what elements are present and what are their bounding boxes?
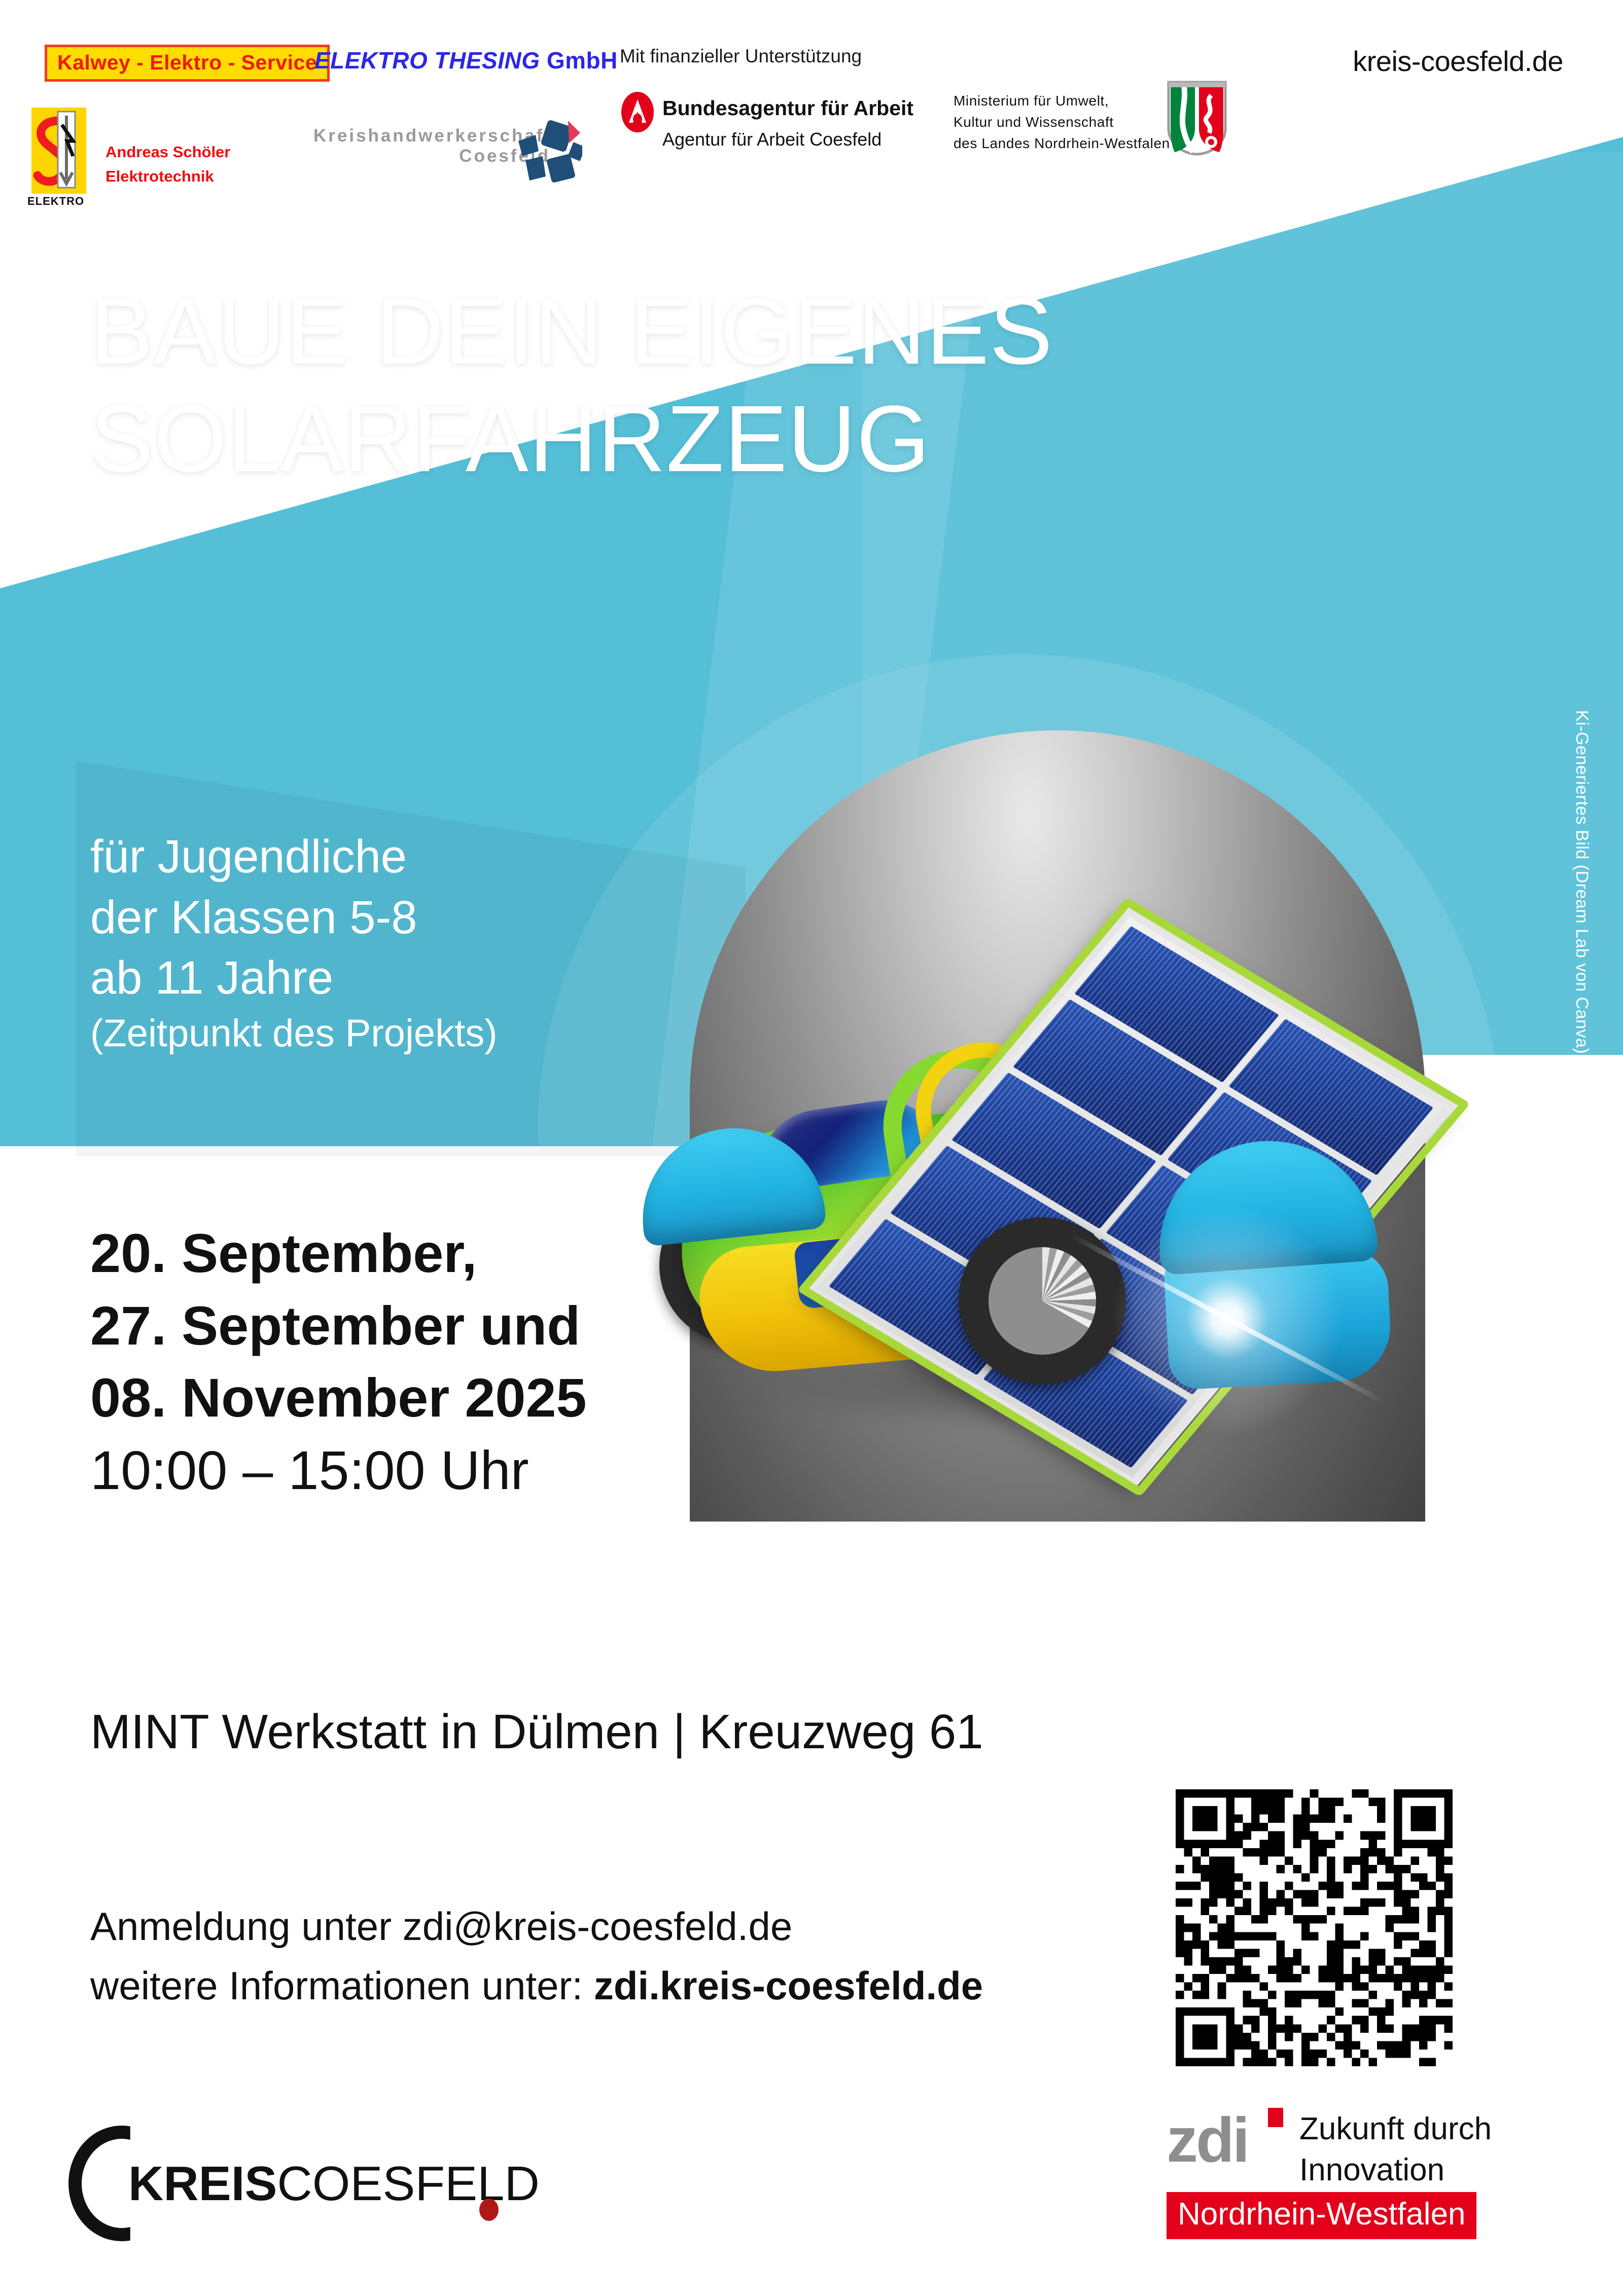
kreis-dot-icon (479, 2199, 499, 2221)
andreas-schoeler-icon (31, 108, 86, 194)
ministerium-line-2: Kultur und Wissenschaft (954, 114, 1114, 130)
kreis-word-bold: KREIS (128, 2157, 277, 2211)
financial-support-label: Mit finanzieller Unterstützung (620, 46, 862, 66)
kreis-coesfeld-url[interactable]: kreis-coesfeld.de (1353, 45, 1563, 77)
zdi-claim-line-1: Zukunft durch (1299, 2111, 1492, 2146)
audience-line-1: für Jugendliche (90, 831, 407, 882)
event-time: 10:00 – 15:00 Uhr (90, 1439, 529, 1501)
zdi-logo: zdi Zukunft durch Innovation Nordrhein-W… (1167, 2100, 1552, 2252)
event-venue: MINT Werkstatt in Dülmen | Kreuzweg 61 (90, 1705, 983, 1759)
andreas-schoeler-badge: ELEKTRO (27, 195, 85, 207)
bundesagentur-name: Bundesagentur für Arbeit (662, 96, 914, 120)
andreas-schoeler-line-1: Andreas Schöler (105, 143, 231, 161)
audience-note: (Zeitpunkt des Projekts) (90, 1011, 498, 1055)
audience-block: für Jugendliche der Klassen 5-8 ab 11 Ja… (90, 827, 498, 1059)
kreishandwerkerschaft-icon (515, 118, 586, 185)
title-line-2: SOLARFAHRZEUG (90, 386, 931, 492)
sponsor-logo-kalwey: Kalwey - Elektro - Service (45, 45, 330, 82)
title-line-1: BAUE DEIN EIGENES (90, 279, 1053, 384)
page-title: BAUE DEIN EIGENES SOLARFAHRZEUG (90, 278, 1053, 493)
zdi-claim: Zukunft durch Innovation (1299, 2109, 1492, 2191)
registration-email-line[interactable]: Anmeldung unter zdi@kreis-coesfeld.de (90, 1904, 793, 1949)
ministerium-line-1: Ministerium für Umwelt, (954, 93, 1109, 109)
audience-line-2: der Klassen 5-8 (90, 891, 417, 943)
image-credit: Ki-Generiertes Bild (Dream Lab von Canva… (1572, 710, 1592, 1054)
solar-vehicle-image (583, 730, 1557, 1522)
event-dates: 20. September, 27. September und 08. Nov… (90, 1217, 587, 1506)
sponsor-strip: Kalwey - Elektro - Service ELEKTRO THESI… (0, 0, 1623, 218)
zdi-wordmark: zdi (1167, 2105, 1250, 2175)
kreis-word-light: COESFELD (277, 2157, 540, 2211)
registration-block: Anmeldung unter zdi@kreis-coesfeld.de we… (90, 1897, 983, 2016)
wheel-rim (989, 1247, 1096, 1355)
registration-info-prefix: weitere Informationen unter: (90, 1963, 594, 2008)
event-date-1: 20. September, (90, 1222, 477, 1284)
sponsor-logo-elektro-thesing: ELEKTRO THESING GmbH (314, 47, 618, 74)
qr-code[interactable] (1176, 1789, 1453, 2066)
event-date-3: 08. November 2025 (90, 1367, 587, 1429)
bundesagentur-branch: Agentur für Arbeit Coesfeld (662, 129, 882, 150)
sponsor-logo-ministerium: Ministerium für Umwelt, Kultur und Wisse… (954, 90, 1170, 154)
nrw-coat-of-arms-icon (1167, 80, 1227, 156)
elektro-thesing-name: ELEKTRO THESING (314, 47, 540, 74)
zdi-claim-line-2: Innovation (1299, 2152, 1445, 2187)
andreas-schoeler-name: Andreas Schöler Elektrotechnik (105, 140, 230, 189)
wheel-front (959, 1217, 1126, 1385)
registration-info-link[interactable]: zdi.kreis-coesfeld.de (593, 1963, 983, 2008)
kreishandwerkerschaft-line-1: Kreishandwerkerschaft (313, 126, 553, 146)
kreis-coesfeld-wordmark: KREISCOESFELD (128, 2156, 540, 2212)
elektro-thesing-suffix: GmbH (546, 47, 618, 74)
vehicle-illustration (583, 897, 1547, 1497)
zdi-region-bar: Nordrhein-Westfalen (1167, 2192, 1477, 2239)
registration-info-line: weitere Informationen unter: zdi.kreis-c… (90, 1956, 983, 2016)
andreas-schoeler-line-2: Elektrotechnik (105, 167, 214, 186)
bundesagentur-icon (620, 91, 655, 133)
kreis-coesfeld-logo: KREISCOESFELD (68, 2123, 555, 2244)
event-date-2: 27. September und (90, 1294, 581, 1356)
ministerium-line-3: des Landes Nordrhein-Westfalen (954, 135, 1170, 151)
zdi-dot-icon (1268, 2108, 1283, 2127)
audience-line-3: ab 11 Jahre (90, 952, 334, 1004)
